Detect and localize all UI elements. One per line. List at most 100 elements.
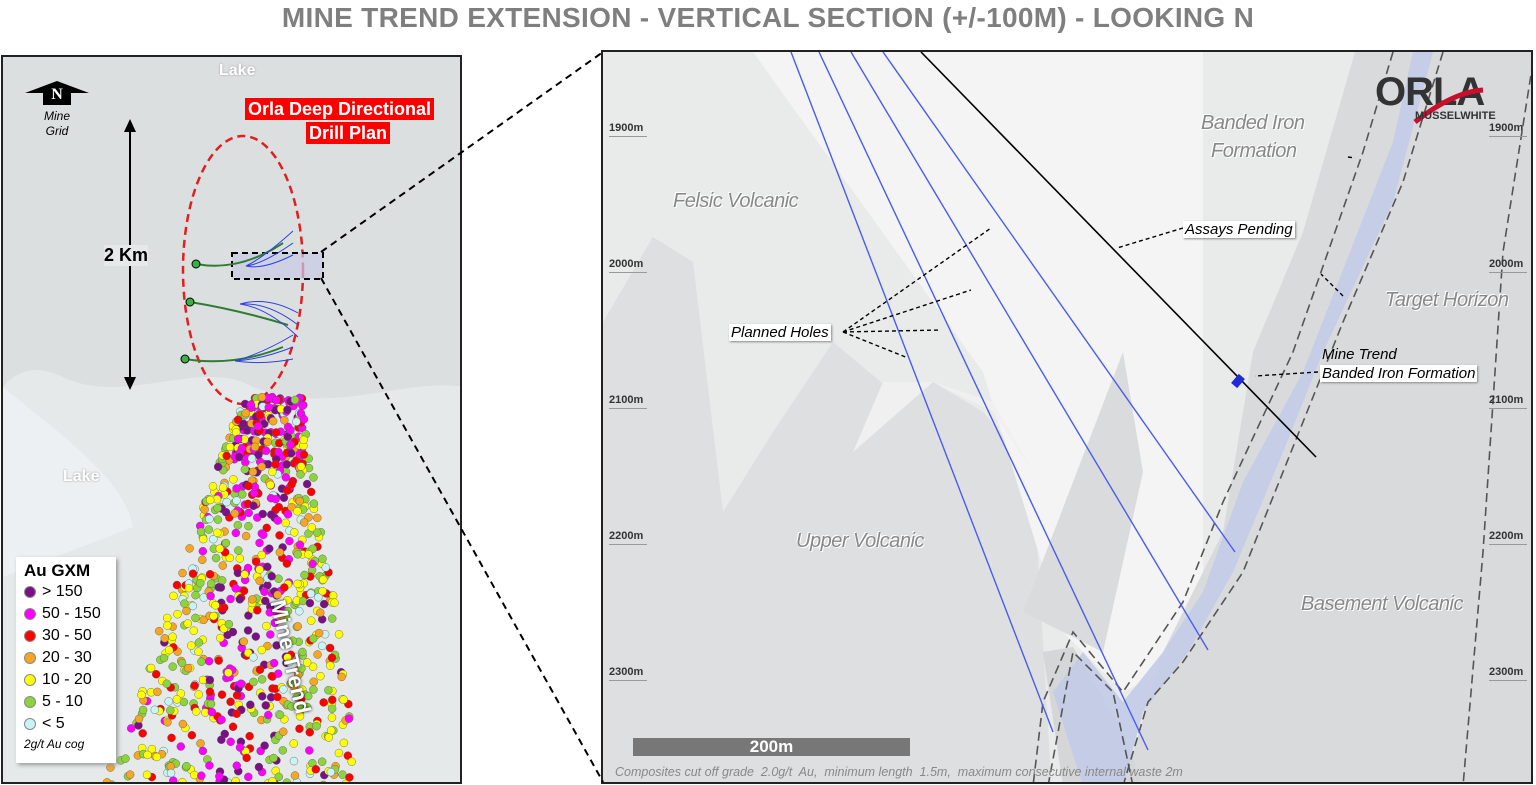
lake-label: Lake (63, 468, 100, 485)
assay-dot (142, 770, 152, 779)
planned-trace (245, 242, 294, 267)
depth-label: 2300m (1489, 666, 1527, 681)
assay-dot (327, 713, 337, 722)
assay-dot (295, 496, 304, 506)
assay-dot (138, 705, 148, 715)
assay-dot (262, 621, 271, 631)
assay-dot (307, 523, 316, 532)
map-legend: Au GXM > 150 50 - 150 30 - 50 20 - 30 10 - 2… (16, 557, 116, 763)
assay-dot (103, 782, 111, 784)
assay-dot (302, 658, 312, 667)
assay-dot (290, 528, 299, 537)
assay-dot (208, 482, 218, 491)
vertical-section: ORLA MUSSELWHITE 1900m 2000m 2100m 2200m 230… (601, 50, 1533, 784)
assay-dot (197, 657, 206, 666)
callout-planned-holes: Planned Holes (729, 324, 831, 341)
assay-dot (257, 675, 267, 684)
assay-dot (244, 611, 253, 620)
assay-dot (164, 697, 173, 706)
assay-dot (268, 417, 278, 426)
assay-dot (267, 510, 276, 519)
assay-dot (177, 658, 187, 668)
assay-dot (176, 689, 186, 698)
assay-dot (182, 761, 191, 771)
depth-label: 2200m (609, 530, 647, 545)
assay-dot (200, 505, 209, 514)
assay-dot (295, 540, 305, 549)
drill-plan-label: Orla Deep Directional (245, 98, 435, 120)
assay-dot (138, 729, 147, 738)
assay-dot (283, 596, 292, 605)
planned-trace (239, 303, 299, 326)
legend-title: Au GXM (24, 561, 91, 580)
assay-dot (255, 565, 264, 574)
assay-dot (225, 553, 234, 563)
legend-label: > 150 (42, 583, 83, 600)
assay-dot (166, 706, 175, 715)
assay-dot (304, 691, 313, 701)
planned-hole (882, 52, 1236, 553)
assay-dot (230, 509, 240, 518)
assay-dot (192, 707, 201, 716)
assay-dot (261, 596, 270, 606)
legend-item: > 150 (24, 581, 108, 603)
assay-dot (324, 733, 334, 742)
assay-dot (178, 568, 187, 578)
assay-dot (298, 647, 307, 657)
assay-dot (254, 422, 263, 431)
assay-dot (151, 670, 161, 679)
assay-dot (183, 663, 193, 673)
assay-dot (269, 658, 279, 668)
assay-dot (206, 579, 216, 589)
assay-dot (167, 733, 176, 743)
callout-assays-pending: Assays Pending (1183, 221, 1295, 238)
assay-dot (196, 578, 205, 588)
assay-dot (299, 435, 308, 445)
assay-dot (326, 767, 336, 777)
footnote: Composites cut off grade 2.0g/t Au, mini… (615, 765, 1183, 779)
assay-dot (337, 672, 346, 682)
assay-dot (207, 707, 217, 717)
assay-dot (198, 547, 208, 556)
assay-dot (318, 554, 327, 564)
section-location-box (231, 252, 324, 280)
assay-dot (308, 544, 317, 553)
assay-dot (318, 586, 327, 596)
assay-dot (272, 396, 281, 405)
assay-dot (257, 462, 266, 471)
assay-dot (121, 754, 130, 763)
plan-map: N Mine Grid Lake Lake Orla Deep Directio… (1, 55, 462, 784)
assay-dot (287, 480, 296, 489)
assay-dot (211, 553, 221, 563)
assay-dot (206, 699, 216, 709)
assay-dot (217, 690, 227, 699)
assay-dot (125, 770, 135, 779)
assay-dot (282, 559, 292, 568)
lake-label: Lake (219, 62, 256, 79)
assay-dot (328, 695, 337, 705)
assay-dot (234, 452, 244, 462)
planned-trace (245, 254, 294, 268)
assay-dot (326, 661, 335, 670)
legend-item: 50 - 150 (24, 603, 108, 625)
assay-dot (235, 743, 245, 752)
assay-dot (325, 643, 335, 653)
depth-label: 1900m (609, 122, 647, 137)
assay-dot (198, 555, 207, 565)
assay-dot (295, 607, 304, 616)
assay-dot (134, 714, 144, 724)
assay-dot (318, 575, 328, 584)
assay-dot (226, 697, 235, 707)
assay-dot (309, 634, 318, 643)
assay-dot (287, 678, 296, 688)
north-caption: Mine Grid (43, 109, 70, 138)
assay-dot (249, 501, 258, 510)
assay-dot (221, 538, 231, 548)
assay-dot (225, 442, 235, 452)
assay-dot (246, 700, 255, 709)
assay-dot (258, 509, 267, 519)
assay-dot (283, 606, 293, 616)
assay-dot (260, 741, 269, 750)
assay-dot (302, 702, 312, 712)
legend-label: 20 - 30 (42, 649, 92, 666)
